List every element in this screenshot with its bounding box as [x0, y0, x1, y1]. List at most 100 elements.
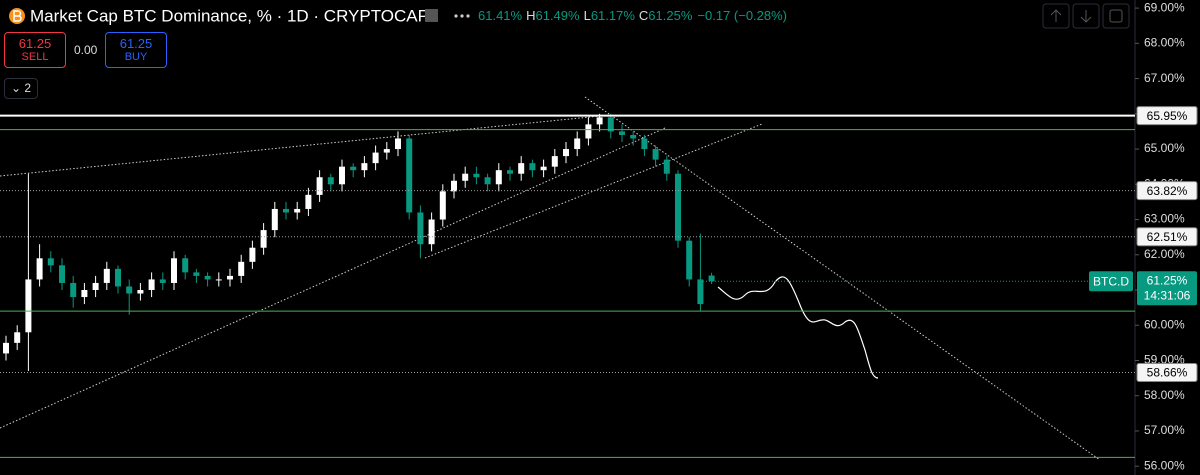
candle-body [271, 208, 278, 231]
candle-body [361, 163, 368, 171]
y-tick-label: 57.00% [1144, 423, 1185, 437]
arrow-down-icon [1080, 10, 1092, 23]
price-label-box [1136, 362, 1198, 382]
price-label: 63.82% [1147, 184, 1188, 198]
candle-body [451, 180, 457, 192]
candle-body [518, 163, 525, 174]
candle-body [495, 170, 502, 185]
candle-body [92, 282, 99, 291]
candle-body [372, 152, 379, 164]
candle-body [14, 332, 21, 343]
ohlc-change: −0.17 (−0.28%) [697, 8, 787, 23]
candle-body [641, 138, 648, 150]
candle-body [126, 286, 133, 294]
candle-body [115, 268, 121, 287]
chart-title[interactable]: Market Cap BTC Dominance, % · 1D · CRYPT… [30, 6, 429, 25]
button-up[interactable] [1042, 3, 1070, 29]
candle-body [663, 159, 670, 174]
candle-body [70, 282, 77, 298]
candle-body [697, 279, 704, 305]
candle-body [47, 258, 54, 266]
ohlc-key: C [639, 8, 648, 23]
candle-body [686, 240, 693, 280]
candle-body [428, 219, 435, 245]
more-icon[interactable] [454, 14, 470, 18]
candle-body [529, 163, 536, 171]
candle-body [193, 272, 200, 276]
price-label: 58.66% [1147, 366, 1188, 380]
candle-body [182, 258, 189, 273]
candle-body [36, 258, 43, 280]
candle-body [585, 124, 592, 139]
buy-button[interactable]: 61.25 BUY [105, 32, 167, 68]
candle-body [339, 166, 345, 185]
y-tick-label: 68.00% [1144, 36, 1185, 50]
candle-body [406, 138, 413, 213]
y-tick-label: 58.00% [1144, 388, 1185, 402]
candle-body [103, 268, 110, 283]
spread: 0.00 [74, 43, 98, 57]
trend-line [0, 115, 601, 177]
candle-body [439, 191, 446, 220]
candle-body [551, 156, 558, 167]
buy-label: BUY [124, 51, 148, 63]
candle-body [630, 134, 637, 139]
countdown: 14:31:06 [1144, 288, 1191, 302]
candle-body [249, 247, 256, 262]
ohlc-value: 61.41% [478, 8, 523, 23]
button-down[interactable] [1072, 3, 1100, 29]
candle-body [25, 279, 32, 333]
sell-button[interactable]: 61.25 SELL [4, 32, 66, 68]
candle-body [473, 173, 480, 178]
y-tick-label: 56.00% [1144, 458, 1185, 472]
y-tick-label: 60.00% [1144, 317, 1185, 331]
forecast-path [717, 276, 879, 379]
y-tick-label: 63.00% [1144, 212, 1185, 226]
candle-body [171, 258, 177, 283]
y-tick-label: 69.00% [1144, 0, 1185, 14]
candle-body [238, 261, 245, 276]
candle-body [59, 265, 65, 283]
candle-body [159, 279, 166, 283]
symbol-icon-glyph [13, 10, 22, 22]
ohlc-key: H [526, 8, 535, 23]
candle-body [607, 117, 614, 132]
indicator-count: 2 [24, 81, 32, 95]
candle-body [540, 166, 547, 171]
candle-body [260, 230, 267, 248]
candle-body [574, 138, 581, 150]
candle-body [596, 117, 603, 125]
trend-line [424, 123, 763, 259]
flag-icon[interactable] [425, 9, 438, 22]
candle-body [294, 208, 301, 213]
candle-body [417, 212, 424, 245]
price-label-box [1136, 106, 1198, 126]
button-refresh[interactable] [1102, 3, 1130, 29]
trend-line [584, 96, 1101, 461]
candle-body [204, 275, 211, 280]
candle-body [327, 177, 334, 185]
candle-body [137, 290, 144, 294]
candle-body [283, 208, 289, 213]
candle-body [227, 275, 233, 280]
y-tick-label: 62.00% [1144, 247, 1185, 261]
candle-body [316, 177, 323, 195]
y-tick-label: 67.00% [1144, 71, 1185, 85]
sell-label: SELL [21, 51, 49, 63]
candle-body [148, 279, 155, 291]
candle-body [305, 194, 312, 209]
arrow-up-icon [1050, 9, 1062, 22]
sell-price: 61.25 [18, 36, 52, 51]
candle-body [619, 131, 625, 135]
ohlc-value: 61.49% [535, 8, 580, 23]
candle-body [462, 173, 469, 181]
candle-body [3, 342, 9, 354]
candle-body [563, 149, 569, 157]
symbol-tag-box [1089, 271, 1133, 292]
candle-body [395, 138, 401, 150]
last-price-label: 61.25% [1147, 273, 1188, 287]
indicators-toggle[interactable]: ⌄ 2 [4, 78, 38, 99]
